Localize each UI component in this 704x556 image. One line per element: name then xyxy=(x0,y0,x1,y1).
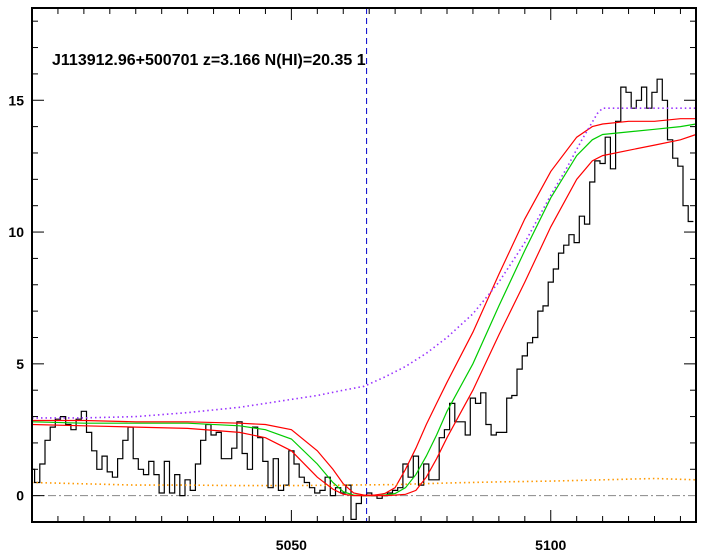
y-tick-label: 0 xyxy=(16,488,24,504)
axis-layer: 5050 5100 0 5 10 15 xyxy=(8,7,697,553)
series-line-0 xyxy=(32,78,694,520)
y-tick-label: 15 xyxy=(8,92,24,108)
x-tick-label: 5050 xyxy=(276,537,307,553)
series-line-1 xyxy=(31,123,697,497)
series-layer xyxy=(31,8,697,522)
plot-frame xyxy=(31,7,697,523)
series-line-3 xyxy=(31,133,697,497)
x-tick-label: 5100 xyxy=(535,537,566,553)
chart-title: J113912.96+500701 z=3.166 N(HI)=20.35 1 xyxy=(52,52,366,69)
series-line-4 xyxy=(32,107,696,419)
series-line-2 xyxy=(32,118,696,496)
y-tick-label: 5 xyxy=(16,356,24,372)
y-tick-label: 10 xyxy=(8,224,24,240)
